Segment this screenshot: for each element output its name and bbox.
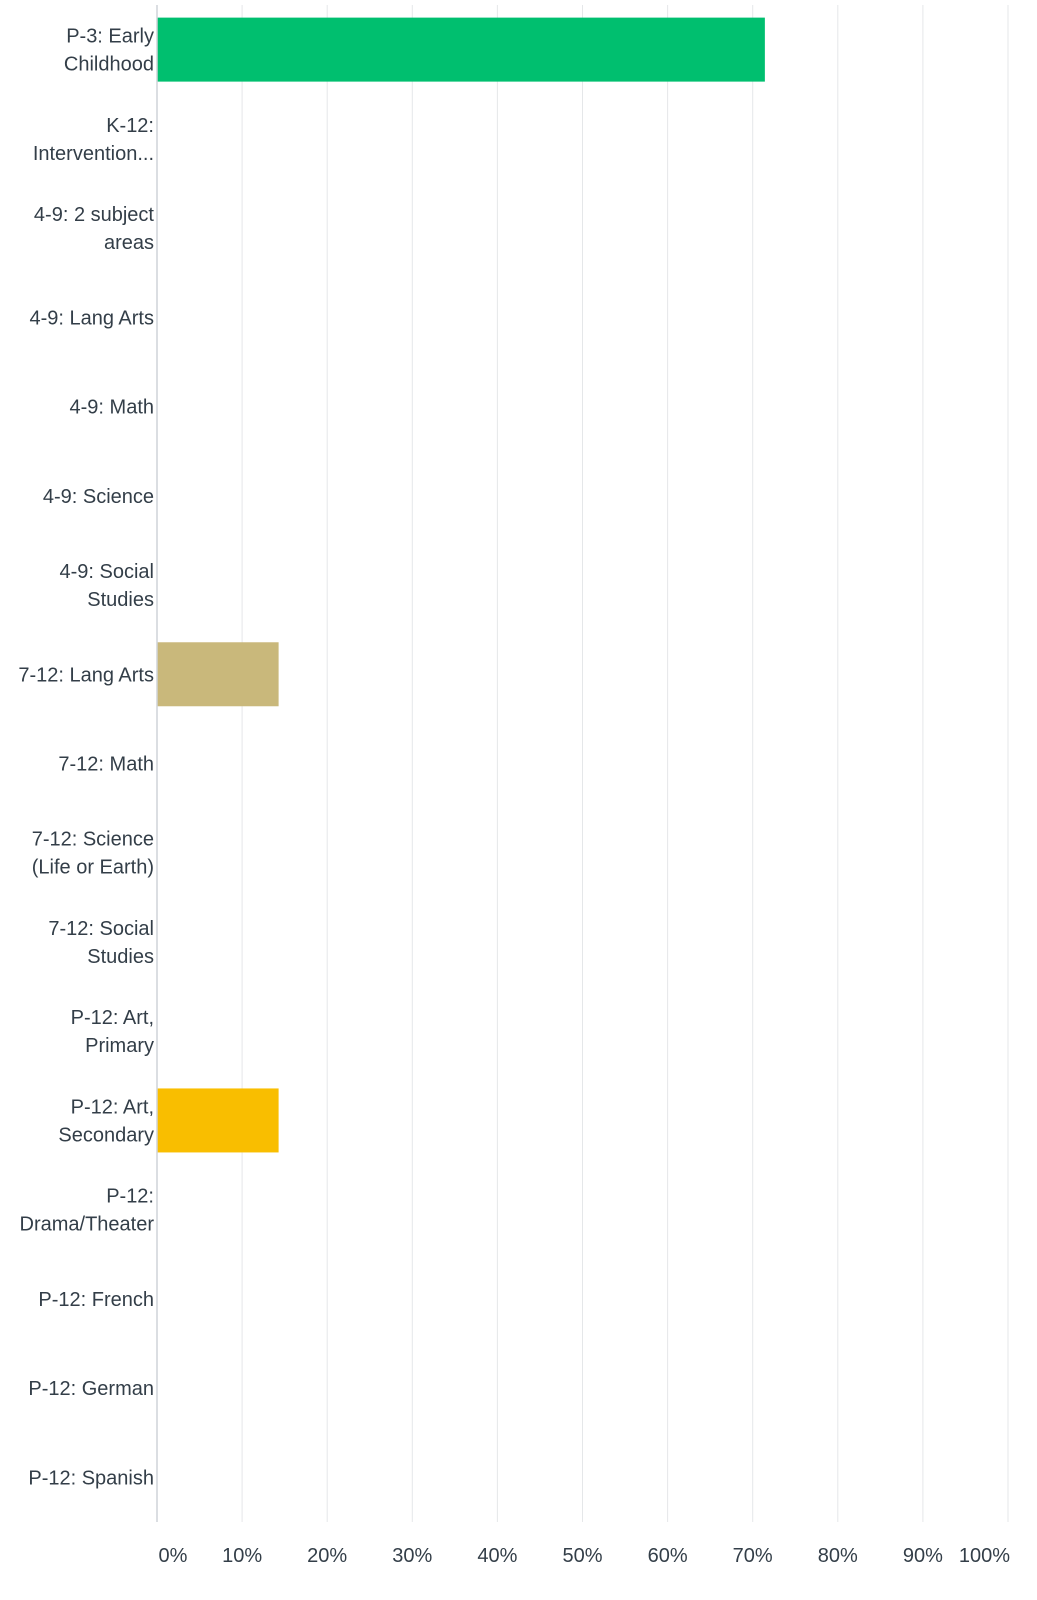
x-tick-label: 50%: [562, 1545, 602, 1567]
category-label: P-12: French: [38, 1289, 154, 1311]
x-tick-labels: 0% 10% 20% 30% 40% 50% 60% 70% 80% 90% 100%: [159, 1545, 1011, 1567]
bar: [157, 642, 279, 707]
category-label: P-12: Drama/Theater: [20, 1186, 155, 1236]
category-label: 4-9: Math: [70, 397, 154, 419]
category-label: P-12: Spanish: [28, 1467, 154, 1489]
bars: [157, 17, 765, 1153]
x-tick-label: 20%: [307, 1545, 347, 1567]
bar: [157, 17, 765, 82]
x-tick-label: 90%: [903, 1545, 943, 1567]
x-tick-label: 40%: [477, 1545, 517, 1567]
gridlines: [241, 5, 1009, 1522]
category-label: 4-9: Science: [43, 486, 154, 508]
category-labels: P-3: Early Childhood K-12: Intervention... 4…: [18, 26, 154, 1490]
category-label: 4-9: Social Studies: [60, 561, 155, 611]
category-label: P-3: Early Childhood: [64, 26, 154, 76]
x-tick-label: 10%: [222, 1545, 262, 1567]
category-label: 7-12: Lang Arts: [18, 664, 154, 686]
category-label: P-12: German: [28, 1378, 154, 1400]
category-label: 4-9: Lang Arts: [29, 307, 154, 329]
x-tick-label: 0%: [159, 1545, 188, 1567]
x-tick-label: 70%: [733, 1545, 773, 1567]
category-label: 4-9: 2 subject areas: [34, 204, 155, 254]
category-label: 7-12: Science (Life or Earth): [32, 829, 154, 879]
x-tick-label: 80%: [818, 1545, 858, 1567]
bar: [157, 1088, 279, 1153]
category-label: 7-12: Math: [58, 754, 154, 776]
x-tick-label: 30%: [392, 1545, 432, 1567]
category-label: 7-12: Social Studies: [48, 918, 154, 968]
category-label: P-12: Art, Primary: [71, 1007, 154, 1057]
category-label: K-12: Intervention...: [33, 115, 154, 165]
x-tick-label: 60%: [648, 1545, 688, 1567]
x-tick-label: 100%: [959, 1545, 1010, 1567]
category-label: P-12: Art, Secondary: [58, 1096, 154, 1146]
